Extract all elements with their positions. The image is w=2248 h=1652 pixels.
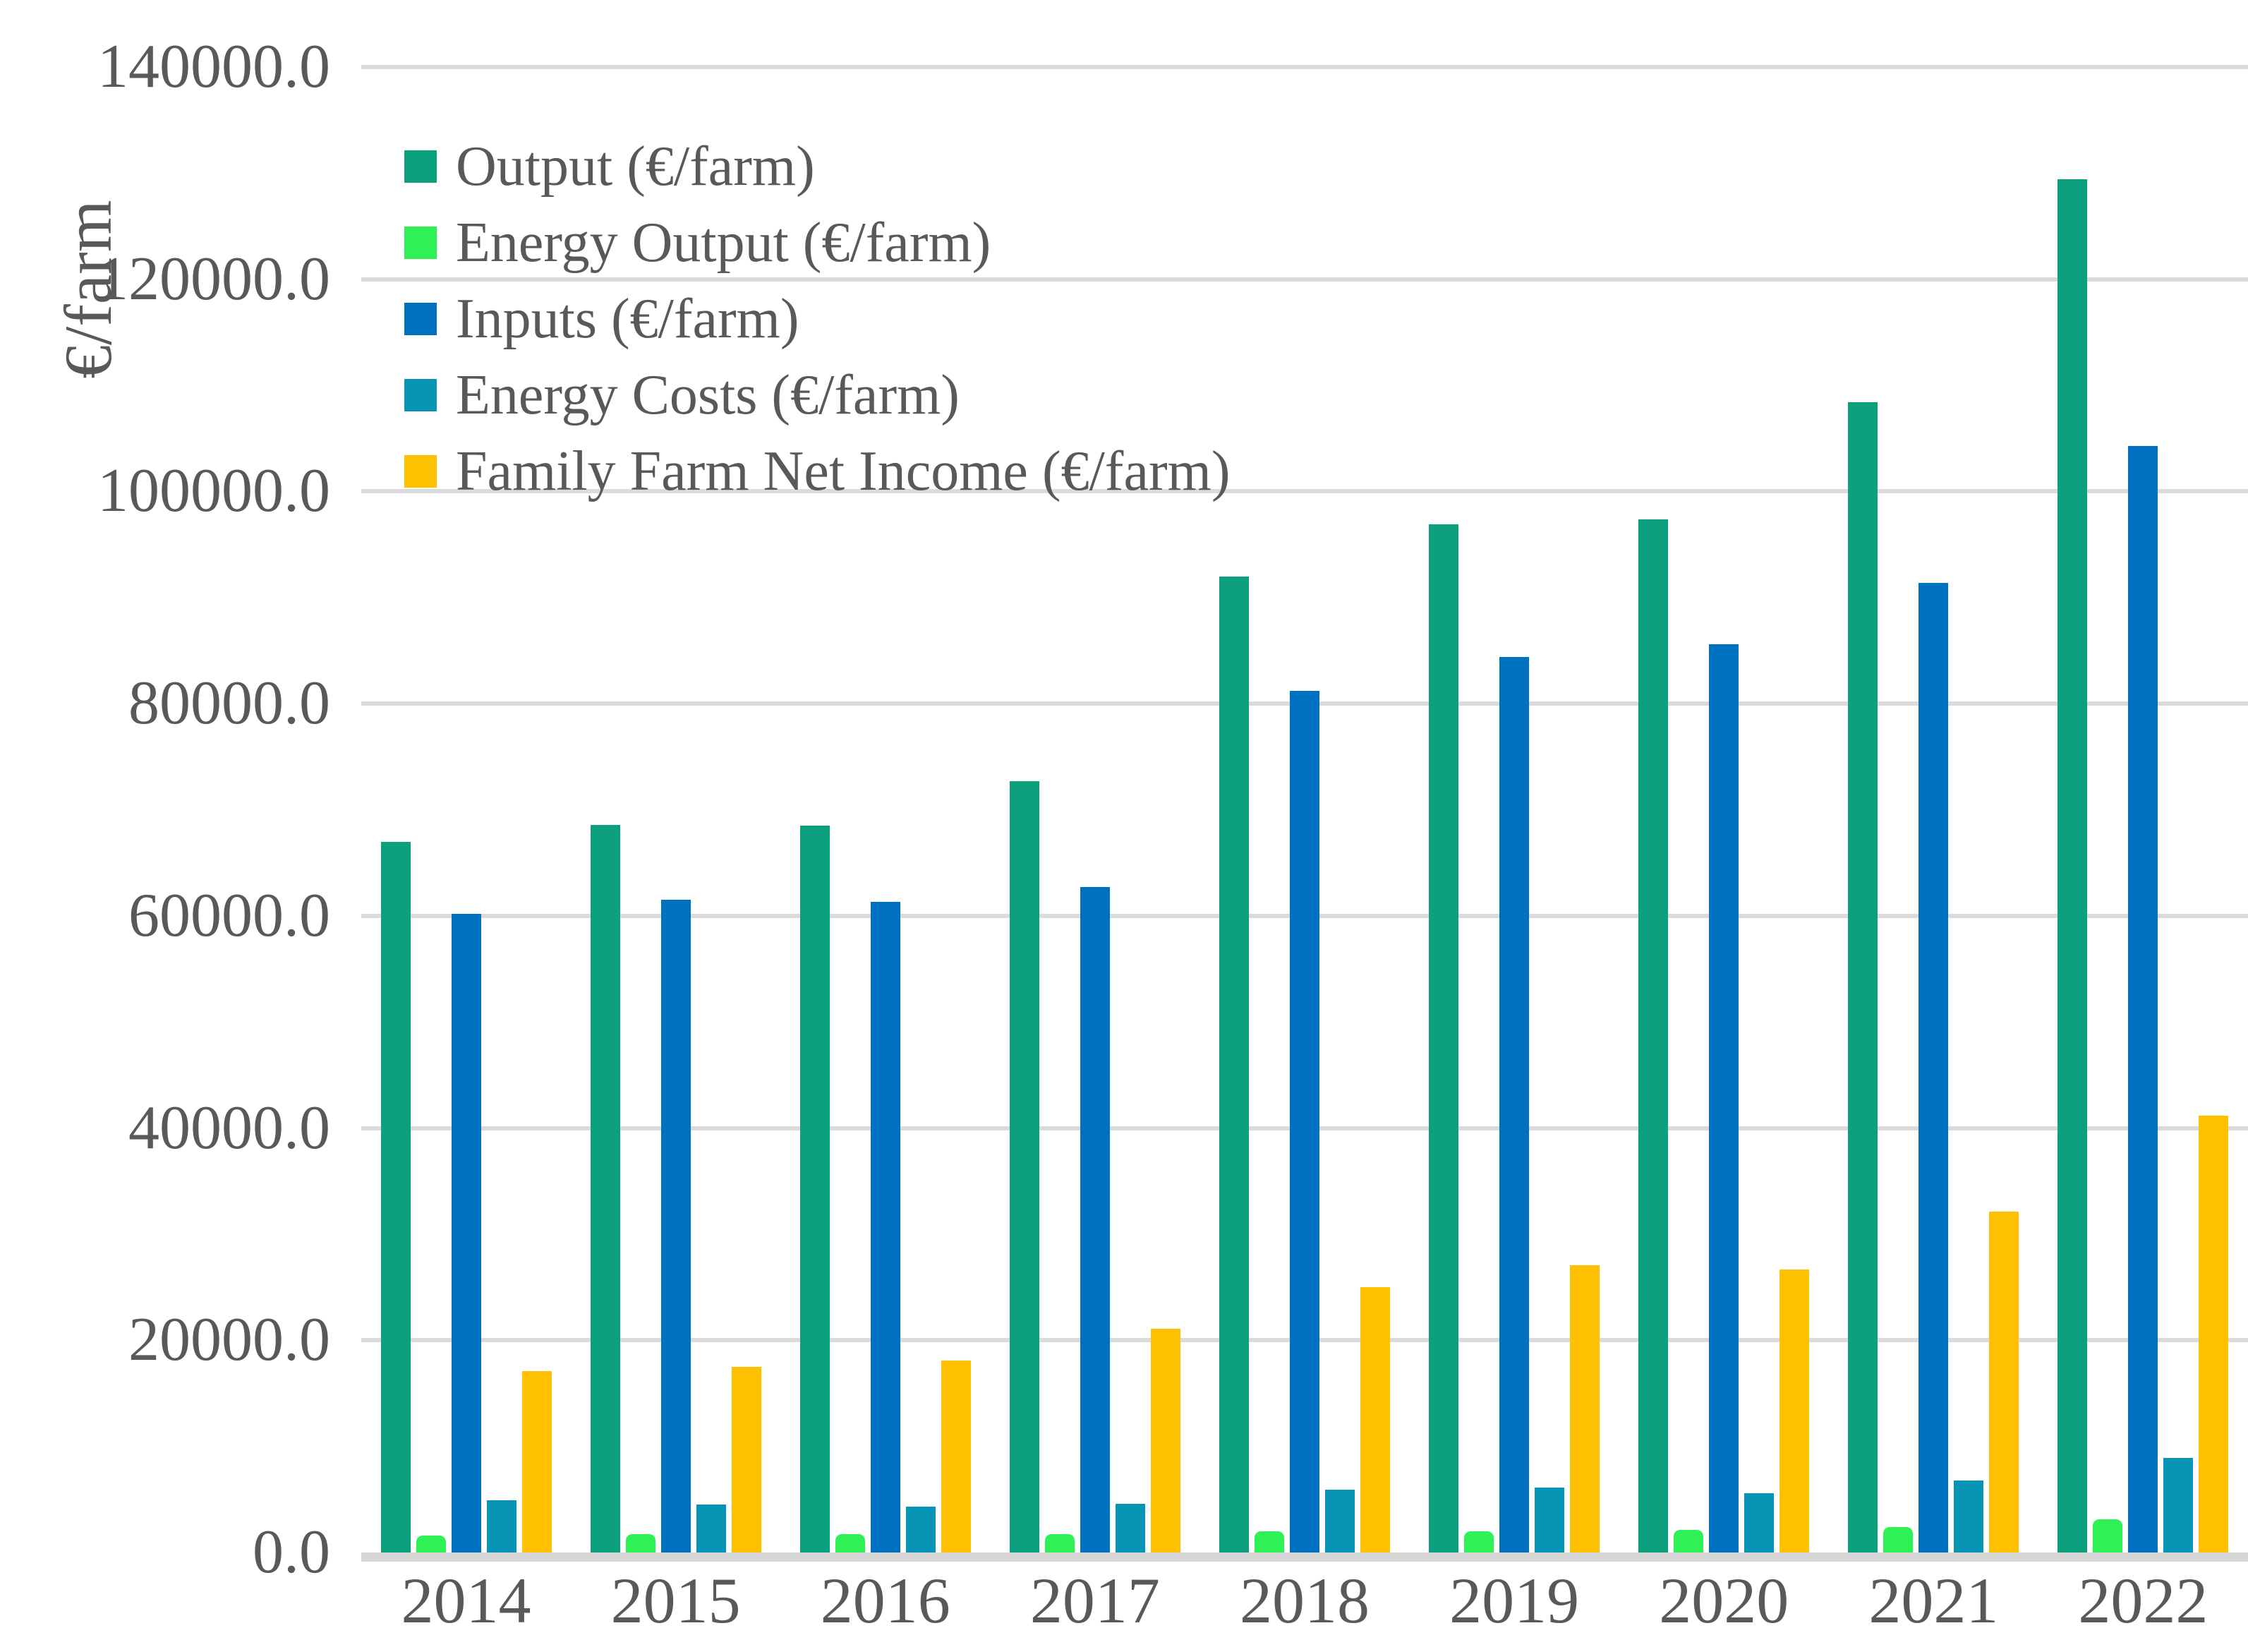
y-tick-label: 40000.0	[128, 1093, 330, 1162]
bar-2021-inputs	[1918, 582, 1949, 1552]
bar-2016-output	[799, 826, 830, 1552]
bar-2022-inputs	[2128, 445, 2158, 1552]
legend-item: Output (€/farm)	[404, 128, 1230, 205]
bar-2022-output	[2057, 179, 2088, 1552]
legend-swatch-2	[404, 303, 437, 335]
bar-2017-family-farm-net-income	[1150, 1328, 1180, 1552]
legend-item: Family Farm Net Income (€/farm)	[404, 433, 1230, 510]
bar-2019-inputs	[1499, 656, 1530, 1552]
legend-swatch-1	[404, 227, 437, 259]
bar-2020-output	[1638, 519, 1669, 1552]
bar-2015-inputs	[660, 900, 691, 1552]
bar-2017-inputs	[1080, 887, 1110, 1552]
x-axis-label-2015: 2015	[610, 1564, 741, 1636]
x-axis-label-2020: 2020	[1659, 1564, 1789, 1636]
gridline	[361, 489, 2248, 494]
bar-2019-output	[1429, 524, 1459, 1552]
y-tick-label: 120000.0	[97, 244, 330, 313]
bar-2017-output	[1009, 780, 1039, 1552]
legend-label: Output (€/farm)	[456, 135, 815, 198]
legend-swatch-0	[404, 150, 437, 183]
bar-2014-output	[380, 841, 411, 1552]
bar-2021-energy-costs	[1954, 1480, 1984, 1552]
bar-2015-energy-costs	[696, 1505, 726, 1552]
x-axis-label-2021: 2021	[1868, 1564, 1999, 1636]
bar-2015-energy-output	[625, 1534, 655, 1552]
y-tick-label: 140000.0	[97, 32, 330, 101]
y-tick-label: 60000.0	[128, 881, 330, 950]
legend-swatch-3	[404, 379, 437, 411]
bar-2015-output	[590, 824, 620, 1552]
y-tick-label: 20000.0	[128, 1306, 330, 1375]
x-axis-label-2018: 2018	[1239, 1564, 1370, 1636]
legend-label: Energy Output (€/farm)	[456, 212, 991, 274]
gridline	[361, 277, 2248, 282]
bar-2014-energy-costs	[486, 1500, 516, 1552]
bar-2020-family-farm-net-income	[1779, 1269, 1810, 1552]
bar-2016-energy-costs	[905, 1507, 936, 1552]
bar-2019-family-farm-net-income	[1570, 1265, 1600, 1552]
bar-2018-family-farm-net-income	[1360, 1287, 1390, 1552]
bar-2014-family-farm-net-income	[521, 1370, 552, 1552]
bar-2018-inputs	[1290, 691, 1319, 1552]
bar-2022-energy-output	[2093, 1519, 2123, 1552]
legend-item: Inputs (€/farm)	[404, 281, 1230, 357]
bar-2018-energy-output	[1255, 1531, 1284, 1552]
gridline	[361, 65, 2248, 69]
bar-2021-family-farm-net-income	[1989, 1212, 2019, 1552]
y-tick-label: 0.0	[253, 1518, 330, 1586]
bar-2016-inputs	[870, 902, 900, 1552]
bar-2014-energy-output	[416, 1535, 446, 1552]
x-axis-label-2022: 2022	[2078, 1564, 2208, 1636]
bar-2015-family-farm-net-income	[731, 1366, 761, 1552]
y-tick-label: 100000.0	[97, 457, 330, 526]
legend-swatch-4	[404, 455, 437, 488]
bar-2020-energy-costs	[1744, 1493, 1775, 1552]
legend: Output (€/farm) Energy Output (€/farm) Inp…	[404, 128, 1230, 510]
x-axis-label-2014: 2014	[401, 1564, 531, 1636]
bar-2014-inputs	[451, 913, 481, 1552]
bar-2022-energy-costs	[2163, 1458, 2194, 1552]
y-tick-label: 80000.0	[128, 669, 330, 738]
legend-item: Energy Output (€/farm)	[404, 205, 1230, 281]
bar-2017-energy-costs	[1115, 1503, 1145, 1552]
bar-2019-energy-costs	[1535, 1488, 1565, 1552]
bar-2017-energy-output	[1044, 1534, 1075, 1552]
bar-2022-family-farm-net-income	[2199, 1115, 2229, 1552]
x-axis-label-2017: 2017	[1029, 1564, 1160, 1636]
bar-2020-inputs	[1709, 644, 1739, 1552]
x-axis-label-2016: 2016	[820, 1564, 950, 1636]
bar-2021-energy-output	[1883, 1526, 1914, 1552]
legend-label: Inputs (€/farm)	[456, 288, 799, 350]
bar-2021-output	[1848, 402, 1878, 1552]
legend-label: Family Farm Net Income (€/farm)	[456, 440, 1231, 502]
x-axis-label-2019: 2019	[1449, 1564, 1580, 1636]
bar-2020-energy-output	[1674, 1530, 1704, 1552]
bar-2016-energy-output	[835, 1534, 865, 1552]
bar-2018-output	[1219, 576, 1249, 1552]
bar-2019-energy-output	[1464, 1531, 1494, 1552]
legend-item: Energy Costs (€/farm)	[404, 357, 1230, 433]
legend-label: Energy Costs (€/farm)	[456, 364, 960, 426]
bar-2016-family-farm-net-income	[941, 1360, 971, 1552]
bar-2018-energy-costs	[1325, 1490, 1355, 1552]
x-axis-line	[361, 1552, 2248, 1562]
